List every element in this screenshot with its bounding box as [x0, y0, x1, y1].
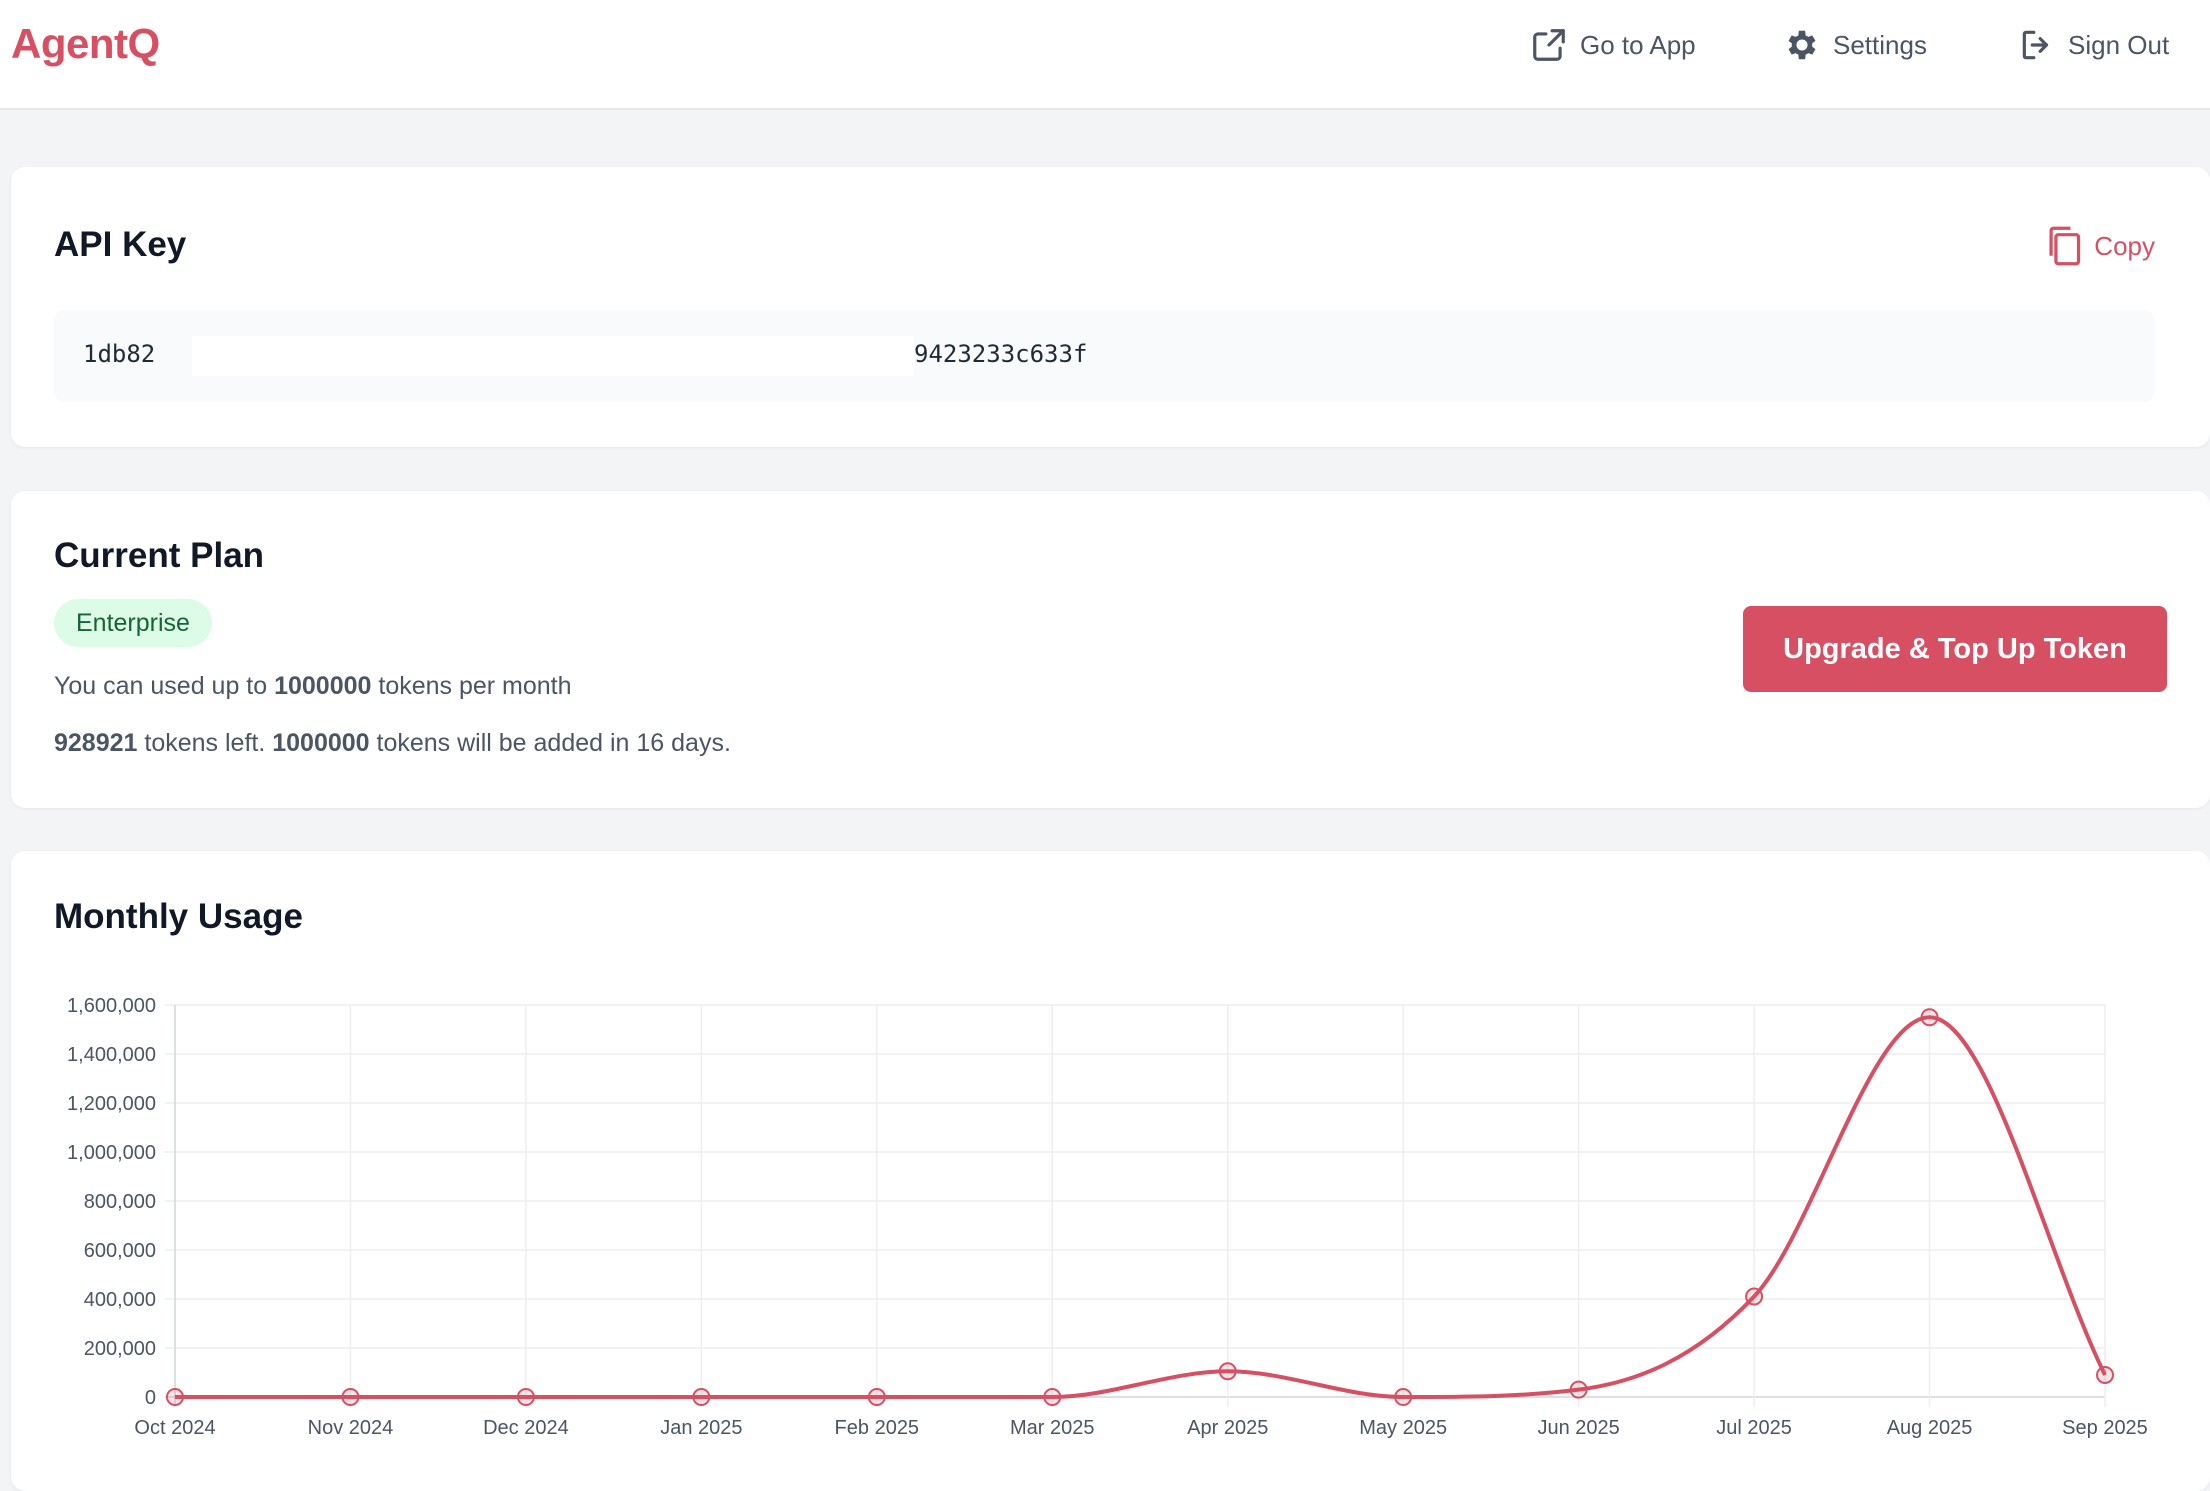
current-plan-title: Current Plan [54, 536, 265, 575]
data-point[interactable] [1218, 1362, 1237, 1381]
copy-button[interactable]: Copy [2044, 225, 2155, 267]
data-point[interactable] [1043, 1388, 1062, 1406]
data-point[interactable] [516, 1388, 535, 1406]
monthly-usage-card: Monthly Usage 0 200,000 400,000 600,000 800,… [11, 851, 2210, 1491]
go-to-app-link[interactable]: Go to App [1530, 24, 1696, 66]
x-axis: Oct 2024 Nov 2024 Dec 2024 Jan 2025 Feb 2025… [134, 1417, 2147, 1439]
x-tick-label: Dec 2024 [483, 1417, 569, 1439]
plan-limit-suffix: tokens per month [371, 672, 572, 700]
monthly-usage-title: Monthly Usage [54, 897, 303, 936]
data-point[interactable] [1394, 1388, 1413, 1406]
settings-label: Settings [1833, 29, 1927, 60]
y-tick-label: 1,400,000 [67, 1044, 156, 1066]
usage-points [166, 1008, 2114, 1406]
x-tick-label: Mar 2025 [1010, 1417, 1095, 1439]
y-tick-label: 200,000 [84, 1338, 156, 1360]
top-bar: AgentQ Go to App Settings Sign Out [0, 0, 2210, 110]
plan-limit-text: You can used up to 1000000 tokens per mo… [54, 672, 572, 701]
go-to-app-label: Go to App [1580, 29, 1696, 60]
api-key-field[interactable]: 1db82 9423233c633f [54, 310, 2155, 402]
x-tick-label: Sep 2025 [2062, 1417, 2148, 1439]
tokens-added-value: 1000000 [272, 729, 370, 757]
plan-remaining-text: 928921 tokens left. 1000000 tokens will … [54, 729, 731, 758]
sign-out-link[interactable]: Sign Out [2018, 24, 2169, 66]
sign-out-label: Sign Out [2068, 29, 2170, 60]
x-tick-label: Apr 2025 [1187, 1417, 1268, 1439]
sign-out-icon [2022, 30, 2049, 60]
settings-link[interactable]: Settings [1783, 24, 1927, 66]
usage-chart: 0 200,000 400,000 600,000 800,000 1,000,000 1,… [67, 995, 2148, 1439]
plan-limit-prefix: You can used up to [54, 672, 275, 700]
x-tick-label: Aug 2025 [1887, 1417, 1973, 1439]
tokens-left-value: 928921 [54, 729, 138, 757]
y-tick-label: 400,000 [84, 1289, 156, 1311]
x-tick-label: Oct 2024 [134, 1417, 215, 1439]
upgrade-button[interactable]: Upgrade & Top Up Token [1743, 606, 2167, 692]
plan-limit-value: 1000000 [274, 672, 372, 700]
data-point[interactable] [1745, 1287, 1764, 1306]
current-plan-card: Current Plan Enterprise You can used up … [11, 491, 2210, 808]
x-tick-label: Jan 2025 [660, 1417, 742, 1439]
data-point[interactable] [166, 1388, 184, 1406]
tokens-added-text: tokens will be added in 16 days. [369, 729, 731, 757]
x-tick-label: Nov 2024 [308, 1417, 394, 1439]
y-axis: 0 200,000 400,000 600,000 800,000 1,000,000 1,… [67, 995, 156, 1409]
api-key-card: API Key Copy 1db82 9423233c633f [11, 167, 2210, 447]
y-tick-label: 600,000 [84, 1240, 156, 1262]
y-tick-label: 0 [145, 1387, 156, 1409]
data-point[interactable] [1920, 1008, 1939, 1027]
x-tick-label: Feb 2025 [835, 1417, 920, 1439]
y-tick-label: 1,200,000 [67, 1093, 156, 1115]
x-tick-label: Jul 2025 [1716, 1417, 1792, 1439]
copy-icon [2049, 226, 2081, 266]
x-tick-label: Jun 2025 [1537, 1417, 1619, 1439]
data-point[interactable] [1569, 1380, 1588, 1399]
gear-icon [1788, 30, 1816, 60]
data-point[interactable] [341, 1388, 360, 1406]
tokens-left-text: tokens left. [137, 729, 273, 757]
external-link-icon [1533, 29, 1565, 61]
api-key-redaction [192, 336, 914, 376]
y-tick-label: 800,000 [84, 1191, 156, 1213]
data-point[interactable] [692, 1388, 711, 1406]
chart-grid [165, 1004, 2106, 1407]
y-tick-label: 1,600,000 [67, 995, 156, 1017]
plan-badge: Enterprise [54, 599, 212, 647]
api-key-start: 1db82 [83, 340, 156, 368]
copy-label: Copy [2094, 230, 2155, 261]
usage-line [175, 1015, 2107, 1400]
app-logo[interactable]: AgentQ [11, 20, 160, 67]
x-tick-label: May 2025 [1359, 1417, 1447, 1439]
data-point[interactable] [867, 1388, 886, 1406]
api-key-title: API Key [54, 225, 187, 264]
y-tick-label: 1,000,000 [67, 1142, 156, 1164]
data-point[interactable] [2096, 1365, 2114, 1384]
api-key-end: 9423233c633f [914, 340, 1088, 368]
